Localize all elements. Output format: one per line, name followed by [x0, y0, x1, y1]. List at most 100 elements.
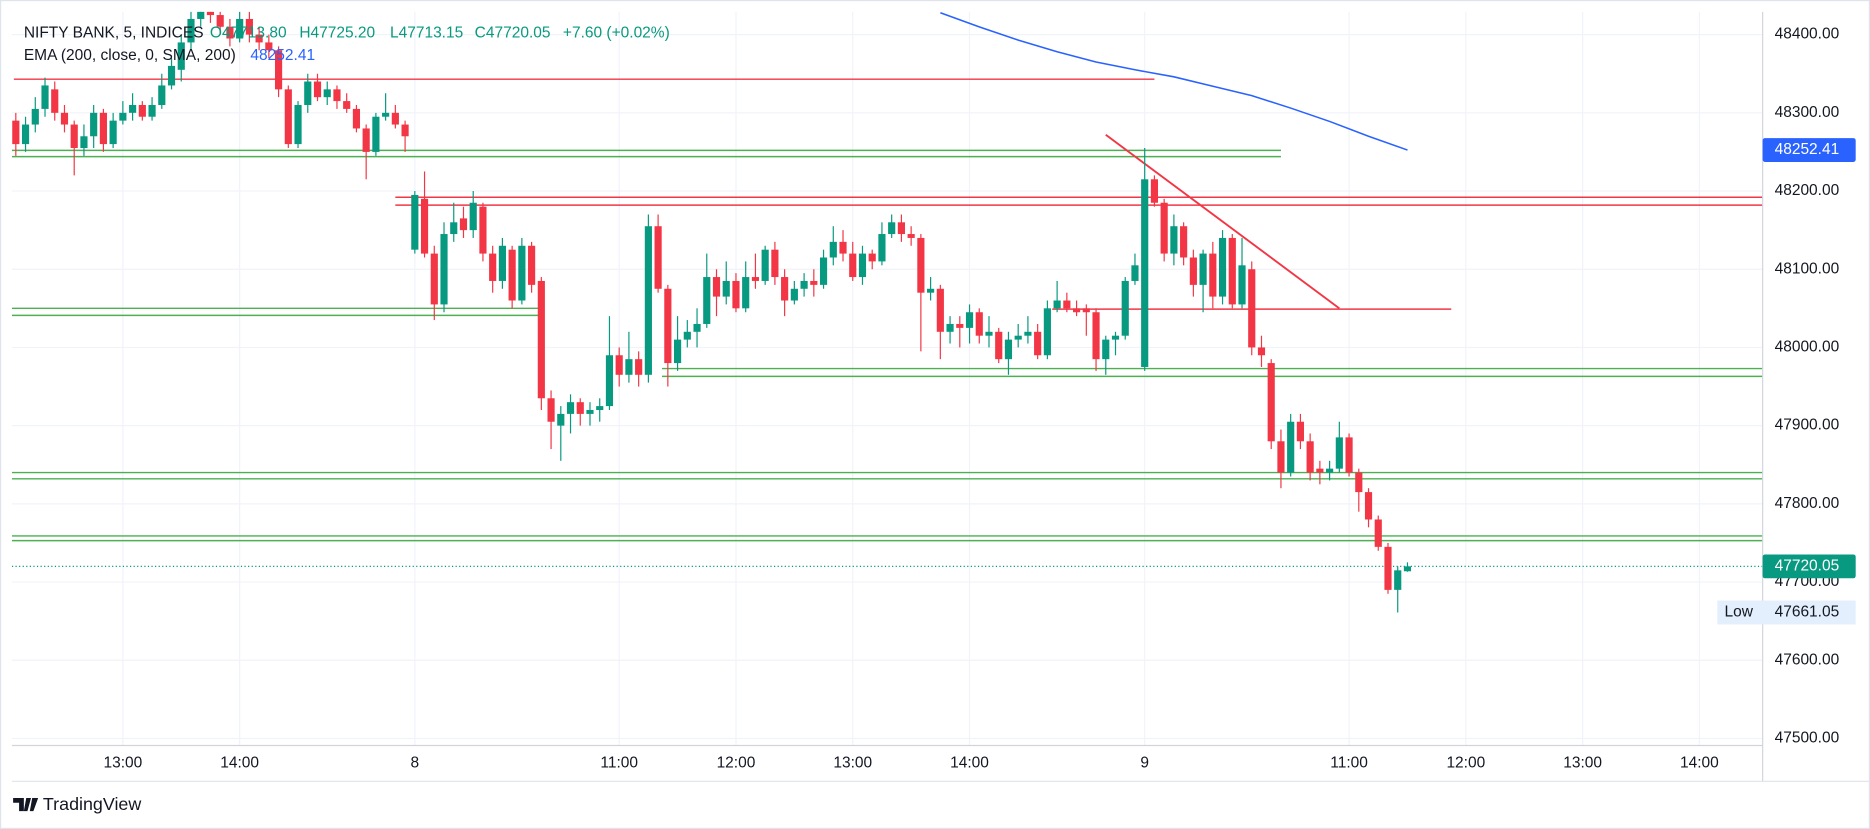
candle-body	[858, 253, 867, 278]
candle-body	[294, 104, 302, 145]
candle-body	[703, 277, 711, 324]
candle-body	[1043, 308, 1051, 356]
candle-body	[51, 89, 59, 113]
candle-body	[440, 234, 448, 305]
candle-body	[1326, 468, 1334, 473]
candle-body	[1170, 226, 1178, 254]
low-marker-label: 47661.05	[1775, 604, 1840, 621]
ohlc-low: L47713.15	[390, 24, 463, 41]
candle-body	[625, 359, 633, 375]
y-tick-label: 48200.00	[1775, 182, 1840, 199]
candle-body	[1218, 237, 1227, 297]
candle-body	[1394, 570, 1402, 590]
candle-body	[839, 241, 847, 254]
y-tick-label: 48100.00	[1775, 260, 1840, 277]
candle-body	[1063, 300, 1071, 309]
y-tick-label: 47600.00	[1775, 651, 1840, 668]
candle-body	[800, 280, 808, 289]
ohlc-close: C47720.05	[475, 24, 551, 41]
candle-body	[469, 202, 477, 231]
candle-body	[547, 398, 555, 422]
change-label: +7.60 (+0.02%)	[563, 24, 670, 41]
ohlc-high: H47725.20	[299, 24, 375, 41]
candle-body	[693, 323, 701, 332]
candle-body	[1364, 492, 1373, 520]
candle-body	[712, 277, 721, 297]
candle-body	[420, 198, 429, 254]
candle-body	[956, 323, 964, 328]
candle-body	[245, 18, 253, 35]
candle-body	[313, 81, 322, 98]
candle-body	[430, 253, 438, 305]
candle-body	[284, 89, 292, 145]
candle-body	[60, 112, 69, 125]
x-tick-label: 14:00	[950, 754, 989, 771]
x-tick-label: 14:00	[220, 754, 259, 771]
candle-body	[304, 81, 312, 105]
candle-body	[12, 120, 20, 145]
y-tick-label: 48300.00	[1775, 104, 1840, 121]
y-tick-label: 47500.00	[1775, 730, 1840, 747]
x-tick-label: 11:00	[1330, 754, 1368, 771]
candle-body	[1131, 265, 1139, 281]
indicator-name: EMA (200, close, 0, SMA, 200)	[24, 47, 236, 64]
candle-body	[489, 253, 497, 281]
candle-body	[576, 402, 584, 414]
candle-body	[781, 277, 789, 301]
candle-body	[1374, 519, 1382, 547]
y-tick-label: 48400.00	[1775, 26, 1840, 43]
candle-body	[1209, 253, 1217, 297]
candle-body	[479, 206, 487, 254]
ohlc-open: O47713.80	[210, 24, 287, 41]
brand: TradingView	[13, 794, 141, 814]
candle-body	[1267, 363, 1275, 442]
x-tick-label: 12:00	[1446, 754, 1485, 771]
candle-body	[528, 245, 536, 285]
candle-body	[1150, 179, 1159, 203]
candle-body	[1403, 566, 1412, 572]
candle-body	[742, 277, 750, 309]
candle-body	[965, 312, 974, 328]
x-tick-label: 13:00	[833, 754, 872, 771]
candle-body	[109, 120, 117, 145]
candle-body	[1345, 437, 1353, 473]
candle-body	[897, 222, 905, 235]
candle-body	[810, 280, 818, 285]
x-tick-label: 13:00	[1563, 754, 1602, 771]
candle-body	[119, 112, 127, 121]
indicator-value: 48252.41	[250, 47, 315, 64]
candle-body	[333, 89, 341, 102]
candle-body	[90, 112, 98, 137]
candle-body	[129, 104, 137, 113]
candle-body	[946, 323, 954, 332]
x-tick-label: 11:00	[600, 754, 638, 771]
candle-body	[352, 108, 361, 129]
candle-body	[401, 124, 409, 137]
candle-body	[21, 124, 30, 145]
axes: 47500.0047600.0047700.0047800.0047900.00…	[103, 26, 1856, 771]
candle-body	[1014, 335, 1022, 340]
ema-badge-label: 48252.41	[1775, 141, 1840, 158]
candle-body	[605, 355, 614, 407]
candle-body	[1053, 300, 1061, 309]
candle-body	[148, 104, 156, 117]
candle-body	[1199, 253, 1207, 285]
candle-body	[1248, 269, 1256, 348]
candle-body	[177, 42, 185, 70]
symbol-title: NIFTY BANK, 5, INDICES	[24, 24, 204, 41]
candle-body	[382, 112, 390, 117]
candle-body	[391, 112, 399, 125]
candle-body	[1102, 339, 1110, 360]
candle-body	[1004, 339, 1013, 360]
candle-body	[557, 413, 565, 426]
candle-body	[498, 245, 506, 281]
candle-body	[819, 257, 828, 285]
candle-body	[761, 249, 769, 281]
candle-body	[1189, 257, 1197, 285]
y-tick-label: 47900.00	[1775, 417, 1840, 434]
candle-body	[975, 312, 983, 336]
candle-body	[1296, 421, 1304, 442]
candle-body	[537, 280, 545, 399]
